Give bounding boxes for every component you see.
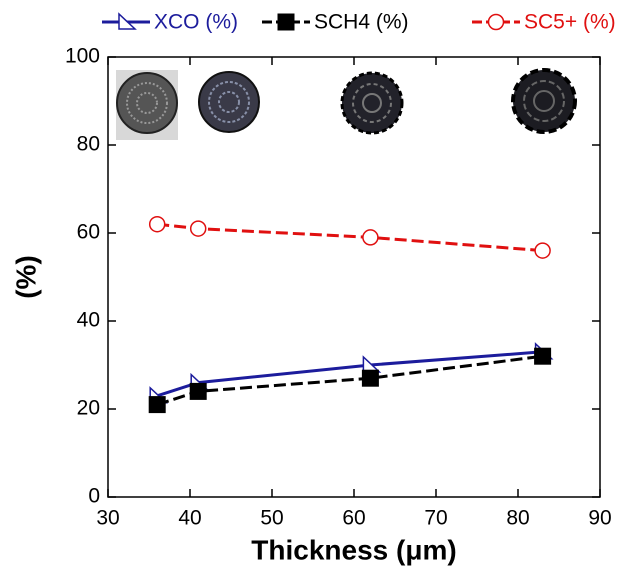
monolith-ring	[523, 80, 565, 122]
y-tick-label: 20	[77, 397, 100, 420]
y-tick-label: 60	[77, 221, 100, 244]
legend-marker	[277, 13, 295, 31]
monolith	[198, 71, 260, 133]
monolith-images	[116, 68, 577, 140]
x-tick-label: 60	[342, 507, 365, 530]
monolith-ring	[126, 82, 168, 124]
monolith-ring	[352, 83, 392, 123]
marker	[361, 369, 379, 387]
marker	[362, 229, 379, 246]
y-tick-label: 100	[65, 45, 100, 68]
marker	[534, 242, 551, 259]
y-tick-label: 80	[77, 133, 100, 156]
series-line	[156, 354, 543, 407]
x-tick-label: 90	[588, 507, 611, 530]
x-tick-label: 80	[506, 507, 529, 530]
monolith	[340, 71, 404, 135]
x-tick-label: 70	[424, 507, 447, 530]
legend-marker	[118, 12, 137, 30]
y-axis-label: (%)	[10, 255, 41, 299]
y-tick-label: 0	[88, 485, 100, 508]
series-line	[157, 222, 543, 253]
series-line	[156, 350, 543, 398]
marker	[534, 347, 552, 365]
monolith-ring	[533, 90, 555, 112]
x-tick-label: 40	[178, 507, 201, 530]
marker	[148, 396, 166, 414]
monolith-ring	[362, 93, 382, 113]
legend-text: SCH4 (%)	[314, 11, 409, 34]
y-tick-label: 40	[77, 309, 100, 332]
x-tick-label: 50	[260, 507, 283, 530]
legend-text: XCO (%)	[154, 11, 238, 34]
x-tick-label: 30	[96, 507, 119, 530]
monolith	[511, 68, 577, 134]
monolith	[116, 72, 178, 134]
legend-marker	[487, 13, 505, 31]
monolith-ring	[218, 91, 240, 113]
marker	[148, 215, 166, 233]
marker	[189, 382, 207, 400]
monolith-ring	[136, 92, 158, 114]
marker	[189, 220, 207, 237]
monolith-ring	[208, 81, 250, 123]
x-axis-label: Thickness (μm)	[251, 534, 456, 565]
legend-text: SC5+ (%)	[524, 11, 616, 34]
